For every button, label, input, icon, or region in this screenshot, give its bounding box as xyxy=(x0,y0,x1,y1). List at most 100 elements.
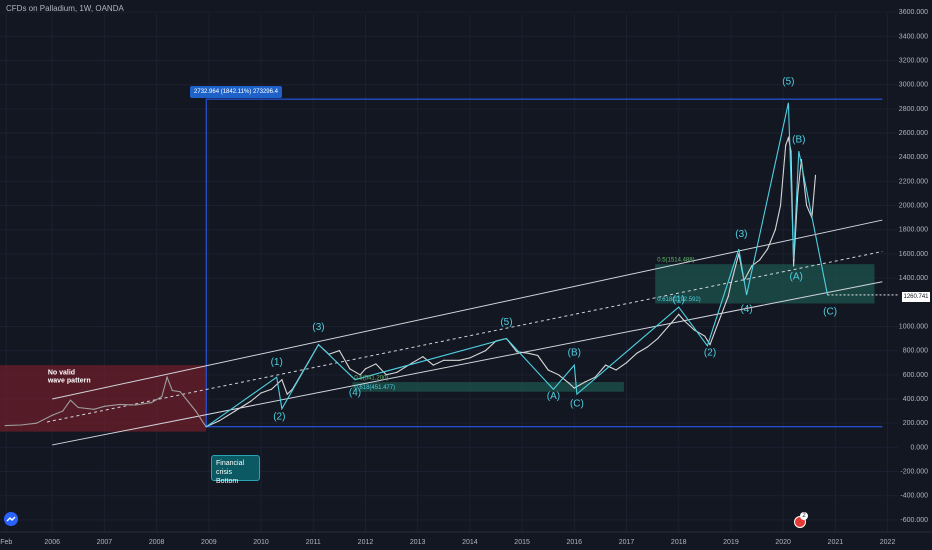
price-point xyxy=(792,265,795,267)
price-point xyxy=(727,295,729,297)
price-point xyxy=(774,229,776,231)
y-tick-label: 1400.000 xyxy=(899,275,928,282)
wave-label: (4) xyxy=(740,304,752,315)
price-point xyxy=(704,335,706,337)
fib-label: 0.618(451.477) xyxy=(354,385,395,391)
price-point xyxy=(103,405,106,407)
y-tick-label: 1600.000 xyxy=(899,251,928,258)
price-point xyxy=(594,376,596,378)
financial-crisis-callout: Financial crisis Bottom xyxy=(211,455,260,485)
x-tick-label: 2013 xyxy=(410,539,426,546)
price-point xyxy=(790,150,792,152)
x-tick-label: 2007 xyxy=(97,539,113,546)
price-point xyxy=(171,389,173,392)
price-point xyxy=(364,368,367,370)
price-point xyxy=(683,319,685,322)
x-tick-label: 2012 xyxy=(358,539,374,546)
y-tick-label: 1000.000 xyxy=(899,323,928,330)
x-tick-label: 2010 xyxy=(253,539,269,546)
price-point xyxy=(119,403,121,406)
price-point xyxy=(35,422,38,424)
price-point xyxy=(218,420,220,422)
y-tick-label: 2200.000 xyxy=(899,178,928,185)
tradingview-logo-icon[interactable] xyxy=(4,512,18,526)
zone-label-text: wave pattern xyxy=(47,377,91,384)
price-point xyxy=(20,424,22,426)
y-tick-label: -600.000 xyxy=(900,517,928,524)
x-tick-label: 2021 xyxy=(828,539,844,546)
price-point xyxy=(667,325,669,328)
price-point xyxy=(281,379,283,381)
y-tick-label: 2000.000 xyxy=(899,203,928,210)
y-tick-label: 2600.000 xyxy=(899,130,928,137)
price-point xyxy=(516,351,518,353)
price-point xyxy=(814,174,817,176)
price-point xyxy=(759,259,761,261)
wave-label: (C) xyxy=(823,306,837,317)
price-point xyxy=(69,399,72,401)
x-tick-label: 2020 xyxy=(775,539,791,546)
price-point xyxy=(62,410,64,412)
wave-label: (B) xyxy=(792,135,805,146)
price-point xyxy=(797,192,799,195)
price-point xyxy=(203,422,205,424)
wave-path xyxy=(205,102,829,428)
y-tick-label: 600.000 xyxy=(903,372,928,379)
price-point xyxy=(77,406,79,409)
channel-line xyxy=(46,251,883,423)
y-tick-label: 0.000 xyxy=(910,444,928,451)
price-point xyxy=(484,350,487,352)
price-point xyxy=(93,408,95,410)
x-tick-label: 2015 xyxy=(514,539,530,546)
x-tick-label: 2017 xyxy=(619,539,635,546)
price-point xyxy=(150,402,153,404)
price-point xyxy=(422,356,424,358)
chart-title: CFDs on Palladium, 1W, OANDA xyxy=(6,4,124,13)
price-point xyxy=(385,374,387,376)
price-point xyxy=(375,363,377,365)
price-point xyxy=(396,371,398,373)
price-point xyxy=(234,410,236,412)
y-tick-label: 3000.000 xyxy=(899,82,928,89)
price-point xyxy=(359,374,361,376)
x-tick-label: 2014 xyxy=(462,539,478,546)
wave-label: (B) xyxy=(568,347,581,358)
price-point xyxy=(526,352,528,354)
price-point xyxy=(286,393,288,395)
y-tick-label: 2800.000 xyxy=(899,106,928,113)
y-tick-label: 3400.000 xyxy=(899,33,928,40)
wave-label: (2) xyxy=(704,347,716,358)
price-point xyxy=(4,425,6,427)
price-point xyxy=(458,359,461,361)
x-tick-label: 2016 xyxy=(567,539,583,546)
price-point xyxy=(709,343,711,346)
wave-label: (5) xyxy=(782,77,794,88)
x-tick-label: 2019 xyxy=(723,539,739,546)
wave-label: (A) xyxy=(547,391,560,402)
price-point xyxy=(166,376,168,378)
price-point xyxy=(625,362,628,364)
price-point xyxy=(179,391,181,393)
zone-rect xyxy=(0,365,207,432)
price-point xyxy=(806,204,808,207)
price-point xyxy=(349,368,351,370)
fib-label: 0.5(1514.488) xyxy=(657,258,694,264)
price-series-line xyxy=(5,375,207,428)
price-point xyxy=(678,313,680,315)
wave-label: (1) xyxy=(271,357,283,368)
price-point xyxy=(787,137,789,139)
price-point xyxy=(443,359,445,361)
y-tick-label: 3600.000 xyxy=(899,9,928,16)
wave-label: (4) xyxy=(349,387,361,398)
wave-label: (1) xyxy=(673,294,685,305)
price-point xyxy=(250,400,252,403)
wave-label: (2) xyxy=(273,412,285,423)
x-tick-label: 2008 xyxy=(149,539,165,546)
price-point xyxy=(657,337,659,340)
price-point xyxy=(693,329,695,331)
price-point xyxy=(260,392,262,394)
price-point xyxy=(568,382,570,384)
price-point xyxy=(779,204,782,207)
x-tick-label: 2018 xyxy=(671,539,687,546)
